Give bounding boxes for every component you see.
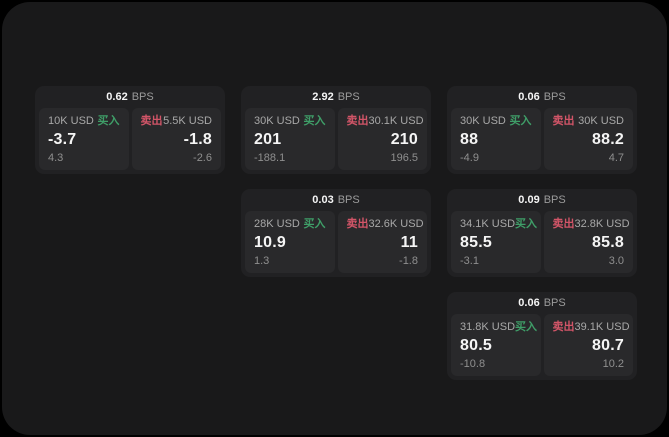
bps-unit: BPS [543,193,566,206]
bps-header: 0.06 BPS [451,86,633,108]
bps-unit: BPS [337,193,360,206]
buy-panel[interactable]: 31.8K USD 买入 80.5 -10.8 [451,314,541,376]
sell-price: 88.2 [592,131,624,148]
buy-volume: 10K USD [48,115,94,127]
bps-value: 0.09 [518,193,540,206]
buy-volume: 28K USD [254,218,300,230]
sell-change: 196.5 [390,152,418,164]
quote-card: 0.06 BPS 31.8K USD 买入 80.5 -10.8 卖出 39.1… [447,292,637,380]
sell-panel[interactable]: 卖出 30K USD 88.2 4.7 [543,108,633,170]
buy-change: -3.1 [460,255,479,267]
sell-volume: 30K USD [578,115,624,127]
sell-price: 80.7 [592,337,624,354]
buy-label: 买入 [515,218,538,230]
buy-panel[interactable]: 30K USD 买入 88 -4.9 [451,108,541,170]
bps-header: 0.03 BPS [245,189,427,211]
quote-card-grid: 0.62 BPS 10K USD 买入 -3.7 4.3 卖出 5.5K USD [35,86,637,380]
sell-change: -2.6 [193,152,212,164]
buy-price: 88 [460,131,479,148]
buy-label: 买入 [303,115,326,127]
bps-header: 0.09 BPS [451,189,633,211]
sell-price: 85.8 [592,234,624,251]
bps-value: 0.03 [312,193,334,206]
buy-volume: 30K USD [254,115,300,127]
sell-panel[interactable]: 卖出 32.8K USD 85.8 3.0 [543,211,633,273]
bps-value: 0.06 [518,296,540,309]
sell-label: 卖出 [346,218,369,230]
buy-change: -188.1 [254,152,286,164]
sell-panel[interactable]: 卖出 32.6K USD 11 -1.8 [337,211,427,273]
sell-label: 卖出 [346,115,369,127]
buy-label: 买入 [97,115,120,127]
buy-sell-panels: 30K USD 买入 201 -188.1 卖出 30.1K USD 210 1… [245,108,427,170]
buy-change: -4.9 [460,152,479,164]
buy-label: 买入 [515,321,538,333]
bps-header: 2.92 BPS [245,86,427,108]
quote-card: 0.09 BPS 34.1K USD 买入 85.5 -3.1 卖出 32.8K… [447,189,637,277]
bps-value: 0.62 [106,90,128,103]
sell-panel[interactable]: 卖出 30.1K USD 210 196.5 [337,108,427,170]
sell-price: 11 [400,234,418,251]
sell-change: -1.8 [399,255,418,267]
sell-volume: 32.6K USD [368,218,424,230]
buy-volume: 31.8K USD [460,321,516,333]
quote-card: 2.92 BPS 30K USD 买入 201 -188.1 卖出 30.1K … [241,86,431,174]
sell-panel[interactable]: 卖出 39.1K USD 80.7 10.2 [543,314,633,376]
buy-price: -3.7 [48,131,77,148]
buy-sell-panels: 28K USD 买入 10.9 1.3 卖出 32.6K USD 11 -1.8 [245,211,427,273]
sell-change: 4.7 [608,152,624,164]
buy-sell-panels: 10K USD 买入 -3.7 4.3 卖出 5.5K USD -1.8 -2.… [39,108,221,170]
buy-label: 买入 [303,218,326,230]
buy-sell-panels: 31.8K USD 买入 80.5 -10.8 卖出 39.1K USD 80.… [451,314,633,376]
sell-panel[interactable]: 卖出 5.5K USD -1.8 -2.6 [131,108,221,170]
quote-card: 0.03 BPS 28K USD 买入 10.9 1.3 卖出 32.6K US… [241,189,431,277]
buy-price: 80.5 [460,337,492,354]
buy-sell-panels: 30K USD 买入 88 -4.9 卖出 30K USD 88.2 4.7 [451,108,633,170]
sell-change: 10.2 [602,358,624,370]
bps-value: 0.06 [518,90,540,103]
sell-volume: 5.5K USD [163,115,212,127]
buy-volume: 30K USD [460,115,506,127]
buy-volume: 34.1K USD [460,218,516,230]
buy-price: 201 [254,131,282,148]
sell-volume: 32.8K USD [574,218,630,230]
quote-card: 0.62 BPS 10K USD 买入 -3.7 4.3 卖出 5.5K USD [35,86,225,174]
sell-price: 210 [390,131,418,148]
buy-panel[interactable]: 10K USD 买入 -3.7 4.3 [39,108,129,170]
buy-panel[interactable]: 34.1K USD 买入 85.5 -3.1 [451,211,541,273]
buy-price: 85.5 [460,234,492,251]
sell-label: 卖出 [552,321,575,333]
bps-value: 2.92 [312,90,334,103]
buy-price: 10.9 [254,234,286,251]
sell-label: 卖出 [552,218,575,230]
bps-header: 0.06 BPS [451,292,633,314]
buy-label: 买入 [509,115,532,127]
bps-unit: BPS [131,90,154,103]
quote-card: 0.06 BPS 30K USD 买入 88 -4.9 卖出 30K USD [447,86,637,174]
bps-unit: BPS [337,90,360,103]
bps-header: 0.62 BPS [39,86,221,108]
buy-change: 1.3 [254,255,270,267]
sell-label: 卖出 [552,115,575,127]
sell-change: 3.0 [608,255,624,267]
sell-volume: 39.1K USD [574,321,630,333]
sell-label: 卖出 [140,115,163,127]
buy-panel[interactable]: 28K USD 买入 10.9 1.3 [245,211,335,273]
sell-price: -1.8 [183,131,212,148]
sell-volume: 30.1K USD [368,115,424,127]
bps-unit: BPS [543,90,566,103]
buy-change: 4.3 [48,152,64,164]
buy-change: -10.8 [460,358,486,370]
buy-sell-panels: 34.1K USD 买入 85.5 -3.1 卖出 32.8K USD 85.8… [451,211,633,273]
buy-panel[interactable]: 30K USD 买入 201 -188.1 [245,108,335,170]
bps-unit: BPS [543,296,566,309]
